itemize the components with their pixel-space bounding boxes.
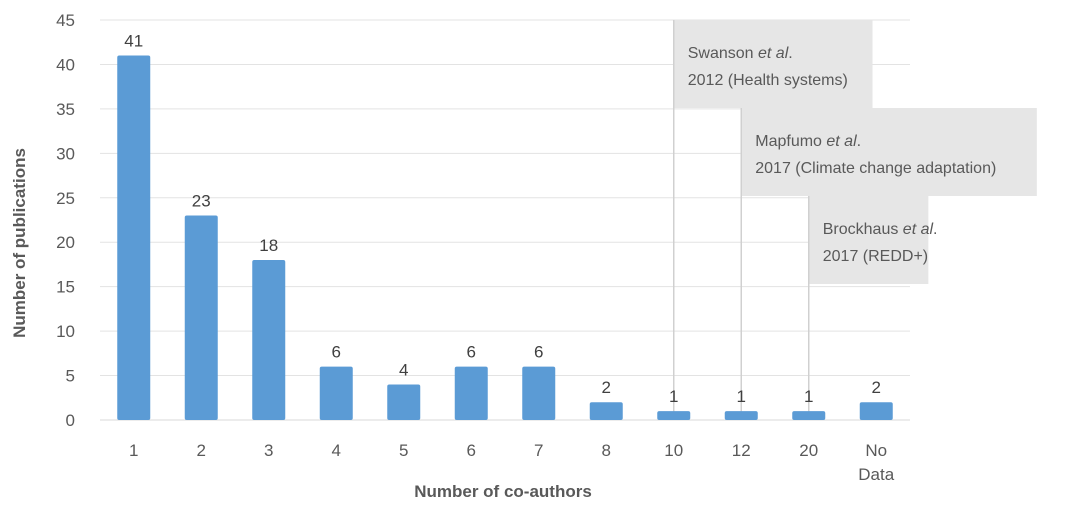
data-label: 6 bbox=[467, 343, 476, 362]
callout-author-name: Swanson bbox=[688, 45, 758, 62]
data-label: 23 bbox=[192, 192, 211, 211]
x-tick-label: No bbox=[865, 441, 887, 460]
x-tick-label: 7 bbox=[534, 441, 543, 460]
callout-box bbox=[673, 20, 873, 108]
y-tick-label: 10 bbox=[56, 322, 75, 341]
callout-period: . bbox=[857, 133, 861, 150]
callout-etal: et al bbox=[826, 133, 857, 150]
x-tick-label: 20 bbox=[799, 441, 818, 460]
callout-author: Swanson et al. bbox=[688, 45, 793, 62]
y-axis-title: Number of publications bbox=[10, 148, 29, 338]
callout-box bbox=[741, 108, 1037, 196]
callout-detail: 2017 (Climate change adaptation) bbox=[755, 160, 996, 177]
data-label: 6 bbox=[332, 343, 341, 362]
bar bbox=[859, 402, 893, 420]
y-tick-label: 5 bbox=[66, 367, 75, 386]
x-tick-label: 1 bbox=[129, 441, 138, 460]
callout-period: . bbox=[788, 45, 792, 62]
x-tick-label: 12 bbox=[732, 441, 751, 460]
data-label: 1 bbox=[737, 387, 746, 406]
y-tick-label: 15 bbox=[56, 278, 75, 297]
bars bbox=[117, 55, 893, 421]
callout-etal: et al bbox=[903, 221, 934, 238]
data-label: 1 bbox=[669, 387, 678, 406]
x-tick-label: 4 bbox=[332, 441, 341, 460]
callouts: Swanson et al. 2012 (Health systems) Mapfu… bbox=[673, 20, 1037, 420]
bar bbox=[117, 55, 151, 421]
bar bbox=[589, 402, 623, 420]
x-tick-label: 10 bbox=[664, 441, 683, 460]
callout-author: Brockhaus et al. bbox=[823, 221, 938, 238]
bar bbox=[657, 411, 691, 420]
callout-period: . bbox=[933, 221, 937, 238]
callout-author-name: Brockhaus bbox=[823, 221, 903, 238]
x-tick-label: 8 bbox=[602, 441, 611, 460]
bar bbox=[724, 411, 758, 420]
y-tick-label: 25 bbox=[56, 189, 75, 208]
y-axis-ticks: 0 5 10 15 20 25 30 35 40 45 bbox=[56, 11, 75, 430]
data-label: 41 bbox=[124, 32, 143, 51]
bar bbox=[387, 384, 421, 420]
data-label: 6 bbox=[534, 343, 543, 362]
bar bbox=[252, 260, 286, 420]
y-tick-label: 20 bbox=[56, 233, 75, 252]
callout-box bbox=[808, 196, 929, 284]
bar bbox=[184, 215, 218, 420]
x-tick-label: 2 bbox=[197, 441, 206, 460]
y-tick-label: 35 bbox=[56, 100, 75, 119]
bar bbox=[522, 366, 556, 420]
callout-detail: 2012 (Health systems) bbox=[688, 72, 848, 89]
data-labels: 41 23 18 6 4 6 6 2 1 1 1 2 bbox=[124, 32, 881, 407]
y-tick-label: 45 bbox=[56, 11, 75, 30]
x-tick-label: Data bbox=[858, 465, 894, 484]
x-tick-label: 6 bbox=[467, 441, 476, 460]
data-label: 1 bbox=[804, 387, 813, 406]
y-tick-label: 0 bbox=[66, 411, 75, 430]
x-tick-label: 3 bbox=[264, 441, 273, 460]
bar bbox=[319, 366, 353, 420]
bar bbox=[454, 366, 488, 420]
callout-detail: 2017 (REDD+) bbox=[823, 248, 928, 265]
callout-author: Mapfumo et al. bbox=[755, 133, 861, 150]
bar bbox=[792, 411, 826, 420]
data-label: 2 bbox=[872, 378, 881, 397]
data-label: 18 bbox=[259, 236, 278, 255]
data-label: 2 bbox=[602, 378, 611, 397]
data-label: 4 bbox=[399, 360, 408, 379]
callout-etal: et al bbox=[758, 45, 789, 62]
y-tick-label: 30 bbox=[56, 144, 75, 163]
x-tick-label: 5 bbox=[399, 441, 408, 460]
callout-author-name: Mapfumo bbox=[755, 133, 826, 150]
y-tick-label: 40 bbox=[56, 55, 75, 74]
x-axis-title: Number of co-authors bbox=[414, 482, 592, 501]
